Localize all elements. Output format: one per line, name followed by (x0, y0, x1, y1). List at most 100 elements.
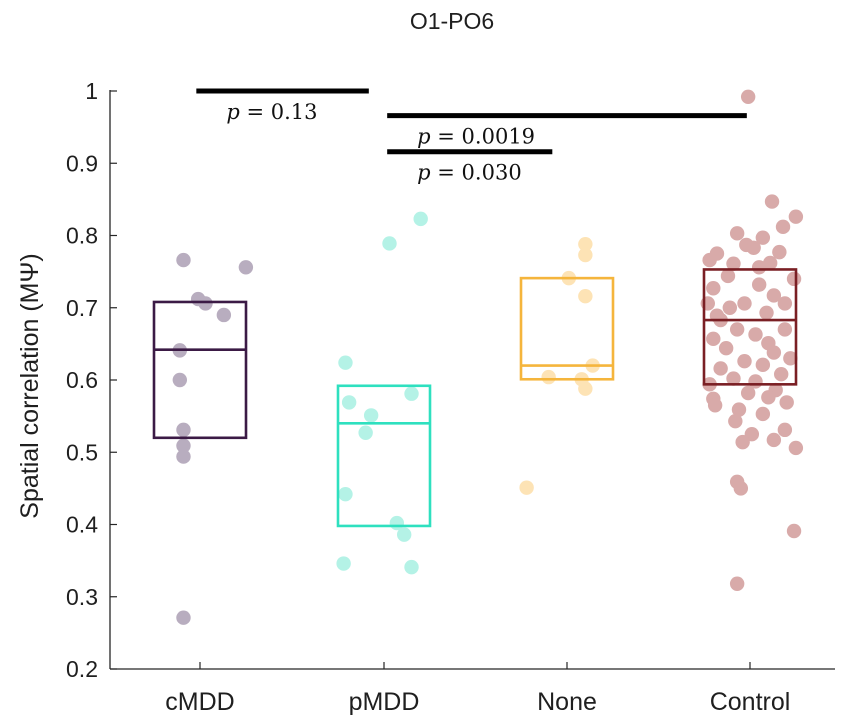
data-point (766, 432, 782, 448)
data-point (726, 256, 741, 271)
chart-title: O1-PO6 (410, 8, 494, 34)
data-point (777, 322, 793, 337)
data-point (761, 390, 776, 405)
data-point (786, 271, 802, 287)
significance-layer: p = 0.13 p = 0.0019 p = 0.030 (196, 88, 747, 185)
y-tick-label: 0.2 (66, 656, 98, 682)
data-point (755, 230, 771, 245)
y-tick-label: 0.3 (66, 584, 98, 610)
data-point (729, 322, 745, 337)
data-point (751, 277, 767, 292)
p-value-label: p = 0.030 (417, 161, 522, 185)
data-point (336, 556, 351, 571)
data-point (726, 371, 741, 386)
data-point (396, 527, 412, 542)
data-point (341, 395, 357, 410)
data-point (541, 369, 556, 385)
data-point (746, 240, 761, 255)
x-tick-label: pMDD (349, 688, 420, 716)
y-tick-label: 0.8 (66, 223, 98, 249)
data-point (731, 402, 747, 417)
data-point (172, 372, 188, 388)
data-point (338, 486, 353, 502)
y-tick-label: 0.6 (66, 367, 98, 393)
data-point (772, 244, 787, 260)
data-point (176, 449, 191, 464)
box-cmdd (152, 300, 248, 440)
data-point (762, 255, 778, 271)
data-point (735, 434, 750, 450)
data-point (766, 345, 782, 360)
y-tick-label: 1 (85, 78, 98, 104)
box-none (519, 276, 615, 381)
data-point (176, 438, 191, 453)
data-point (748, 327, 763, 342)
data-point (740, 385, 756, 401)
data-point (775, 219, 791, 235)
data-point (578, 381, 593, 396)
data-point (733, 481, 749, 496)
data-point (338, 355, 353, 370)
data-point (578, 236, 593, 252)
data-point (519, 480, 534, 495)
y-tick-label: 0.7 (66, 295, 98, 321)
data-point (728, 413, 743, 429)
data-point (718, 341, 734, 356)
data-point (777, 296, 793, 311)
data-point (737, 296, 752, 311)
data-point (751, 260, 767, 275)
data-point (737, 354, 752, 369)
data-point (176, 610, 191, 625)
data-point (788, 209, 804, 224)
data-point (706, 281, 721, 296)
data-point (786, 523, 802, 539)
x-tick-label: cMDD (165, 688, 234, 716)
p-value-label: p = 0.13 (226, 100, 317, 124)
data-point (729, 576, 745, 591)
data-point (176, 252, 191, 268)
data-point (216, 307, 232, 323)
data-point (729, 226, 745, 241)
data-point (176, 422, 191, 438)
points-layer (172, 89, 804, 625)
data-point (783, 351, 798, 366)
data-point (702, 252, 717, 268)
data-point (578, 247, 593, 263)
data-point (773, 367, 789, 382)
data-point (755, 406, 771, 422)
box-control (702, 268, 798, 386)
y-axis-label: Spatial correlation (MΨ) (16, 253, 44, 518)
data-point (759, 305, 774, 321)
x-tick-label: Control (710, 688, 791, 716)
data-point (788, 440, 804, 456)
p-value-label: p = 0.0019 (417, 125, 535, 149)
data-point (764, 194, 780, 209)
data-point (779, 395, 794, 410)
data-point (777, 422, 793, 438)
y-tick-label: 0.5 (66, 439, 98, 465)
data-point (358, 425, 373, 440)
data-point (413, 211, 428, 227)
data-point (707, 398, 723, 413)
x-tick-label: None (537, 688, 597, 716)
data-point (382, 236, 397, 251)
data-point (404, 559, 419, 575)
data-point (706, 331, 721, 347)
axes-layer: 0.2 0.3 0.4 0.5 0.6 0.7 0.8 0.9 1 cMDD pMDD None Con… (66, 78, 835, 716)
box-pmdd (336, 384, 432, 528)
data-point (238, 260, 254, 275)
data-point (755, 357, 771, 373)
data-point (404, 386, 419, 401)
data-point (578, 288, 593, 304)
data-point (713, 361, 728, 376)
data-point (198, 296, 213, 311)
data-point (766, 288, 782, 303)
data-point (720, 268, 736, 284)
data-point (722, 300, 738, 315)
y-tick-label: 0.9 (66, 150, 98, 176)
data-point (740, 89, 756, 104)
box-layer (152, 268, 798, 528)
y-tick-label: 0.4 (66, 512, 98, 538)
data-point (363, 408, 379, 423)
